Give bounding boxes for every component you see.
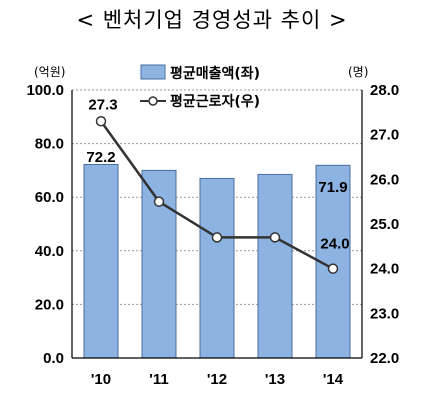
category-label: '10 bbox=[91, 371, 111, 388]
right-tick-label: 25.0 bbox=[370, 216, 399, 233]
left-tick-label: 80.0 bbox=[35, 136, 64, 153]
category-label: '14 bbox=[323, 371, 344, 388]
legend-line-label: 평균근로자(우) bbox=[170, 93, 260, 110]
left-tick-label: 40.0 bbox=[35, 243, 64, 260]
legend-line-marker bbox=[148, 96, 158, 106]
line-marker bbox=[269, 232, 281, 243]
line-marker bbox=[95, 116, 107, 127]
left-tick-label: 100.0 bbox=[26, 82, 64, 99]
right-tick-label: 24.0 bbox=[370, 261, 399, 278]
line-data-label: 27.3 bbox=[88, 96, 117, 113]
bar-data-label: 71.9 bbox=[318, 179, 347, 196]
category-label: '13 bbox=[265, 371, 285, 388]
line-marker bbox=[327, 263, 339, 274]
legend-bar-label: 평균매출액(좌) bbox=[170, 65, 260, 82]
left-tick-label: 0.0 bbox=[43, 350, 64, 367]
category-label: '12 bbox=[207, 371, 227, 388]
bar bbox=[199, 177, 235, 359]
left-tick-label: 60.0 bbox=[35, 189, 64, 206]
bar-data-label: 72.2 bbox=[86, 149, 115, 166]
right-tick-label: 28.0 bbox=[370, 82, 399, 99]
right-tick-label: 22.0 bbox=[370, 350, 399, 367]
left-tick-label: 20.0 bbox=[35, 296, 64, 313]
line-marker bbox=[211, 232, 223, 243]
right-tick-label: 27.0 bbox=[370, 127, 399, 144]
legend-bar-swatch bbox=[140, 64, 166, 80]
right-unit-label: (명) bbox=[348, 65, 368, 79]
bar bbox=[83, 164, 119, 359]
line-marker bbox=[153, 196, 165, 207]
bar bbox=[257, 173, 293, 359]
left-unit-label: (억원) bbox=[34, 65, 65, 79]
right-tick-label: 26.0 bbox=[370, 171, 399, 188]
line-data-label: 24.0 bbox=[320, 236, 349, 253]
right-tick-label: 23.0 bbox=[370, 305, 399, 322]
category-label: '11 bbox=[149, 371, 168, 388]
chart-title: < 벤처기업 경영성과 추이 > bbox=[76, 8, 348, 32]
